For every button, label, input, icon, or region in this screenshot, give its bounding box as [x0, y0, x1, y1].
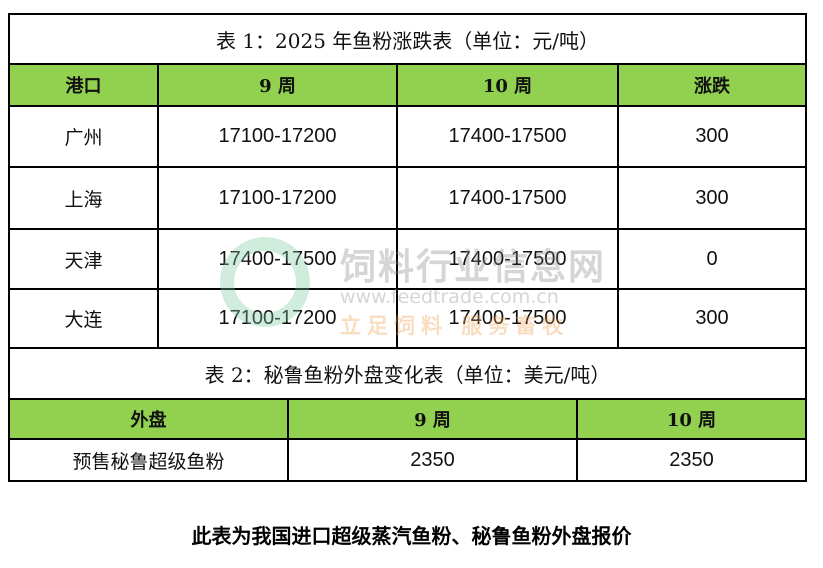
- week10-price: 17400-17500: [396, 105, 619, 168]
- header-week10: 10 周: [396, 63, 619, 107]
- header-week10: 10 周: [575, 398, 808, 440]
- change: 300: [616, 166, 808, 230]
- footer-note: 此表为我国进口超级蒸汽鱼粉、秘鲁鱼粉外盘报价: [191, 524, 632, 548]
- change: 300: [616, 105, 808, 168]
- week10-price: 2350: [575, 438, 808, 482]
- table1-title: 表 1：2025 年鱼粉涨跌表（单位：元/吨）: [7, 13, 808, 65]
- header-port: 港口: [8, 63, 159, 107]
- table-row: 预售秘鲁超级鱼粉 2350 2350: [8, 438, 808, 482]
- table-row: 大连 17100-17200 17400-17500 300: [8, 288, 808, 349]
- week9-price: 17100-17200: [157, 166, 398, 230]
- fishmeal-price-table: 表 1：2025 年鱼粉涨跌表（单位：元/吨） 港口 9 周 10 周 涨跌 广…: [7, 13, 808, 349]
- table-row: 上海 17100-17200 17400-17500 300: [8, 166, 808, 230]
- port: 大连: [8, 288, 159, 349]
- week10-price: 17400-17500: [396, 166, 619, 230]
- header-week9: 9 周: [287, 398, 578, 440]
- week10-price: 17400-17500: [396, 288, 619, 349]
- header-change: 涨跌: [616, 63, 808, 107]
- table-row: 天津 17400-17500 17400-17500 0: [8, 228, 808, 290]
- port: 天津: [8, 228, 159, 290]
- port: 广州: [8, 105, 159, 168]
- header-week9: 9 周: [157, 63, 398, 107]
- week9-price: 17100-17200: [157, 105, 398, 168]
- week9-price: 2350: [287, 438, 578, 482]
- table-row: 广州 17100-17200 17400-17500 300: [8, 105, 808, 168]
- change: 0: [616, 228, 808, 290]
- week9-price: 17100-17200: [157, 288, 398, 349]
- week9-price: 17400-17500: [157, 228, 398, 290]
- change: 300: [616, 288, 808, 349]
- product: 预售秘鲁超级鱼粉: [8, 438, 289, 482]
- week10-price: 17400-17500: [396, 228, 619, 290]
- table2-title: 表 2：秘鲁鱼粉外盘变化表（单位：美元/吨）: [7, 347, 808, 400]
- peru-fishmeal-table: 表 2：秘鲁鱼粉外盘变化表（单位：美元/吨） 外盘 9 周 10 周 预售秘鲁超…: [7, 347, 808, 482]
- port: 上海: [8, 166, 159, 230]
- header-offer: 外盘: [8, 398, 289, 440]
